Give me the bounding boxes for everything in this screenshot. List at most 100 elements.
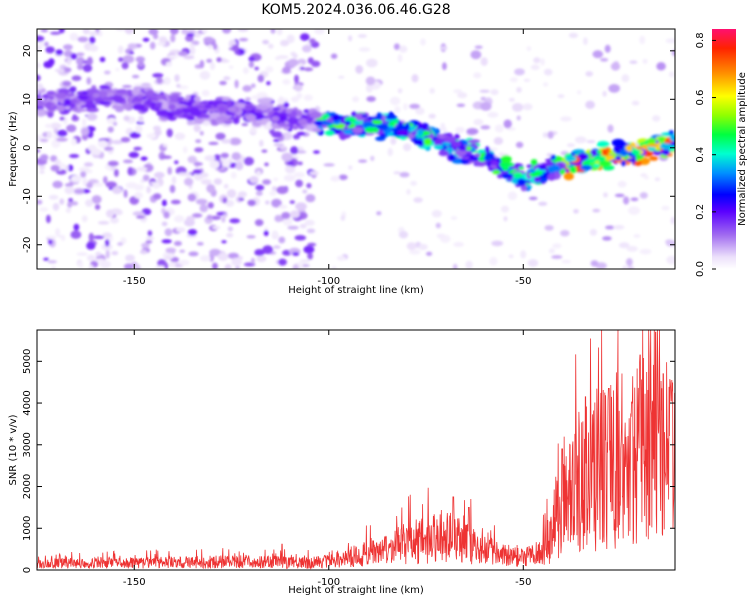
heatmap-cell xyxy=(176,227,186,233)
heatmap-cell xyxy=(62,67,72,73)
heatmap-cell xyxy=(271,186,278,191)
heatmap-cell xyxy=(473,118,484,126)
heatmap-cell xyxy=(206,184,216,193)
heatmap-cell xyxy=(568,32,579,39)
snr-y-tick-label: 5000 xyxy=(22,349,33,374)
heatmap-cell xyxy=(517,178,527,187)
heatmap-cell xyxy=(87,56,93,66)
heatmap-cell xyxy=(367,116,378,120)
heatmap-cell xyxy=(262,179,271,185)
heatmap-cell xyxy=(82,29,90,35)
heatmap-cell xyxy=(276,29,283,36)
heatmap-cell xyxy=(95,251,102,257)
heatmap-cell xyxy=(552,243,562,249)
heatmap-cell xyxy=(163,211,170,219)
heatmap-cell xyxy=(338,174,348,181)
heatmap-cell xyxy=(66,58,71,66)
heatmap-cell xyxy=(361,114,367,118)
heatmap-cell xyxy=(156,76,163,84)
heatmap-cell xyxy=(480,125,491,130)
heatmap-cell xyxy=(399,172,410,178)
heatmap-cell xyxy=(279,112,289,117)
heatmap-cell xyxy=(343,129,353,135)
heatmap-cell xyxy=(273,139,280,143)
heatmap-cell xyxy=(65,165,69,171)
heatmap-cell xyxy=(107,126,114,133)
heatmap-cell xyxy=(70,201,79,206)
heatmap-cell xyxy=(450,216,458,220)
heatmap-cell xyxy=(37,83,44,91)
heatmap-cell xyxy=(332,114,341,122)
heatmap-cell xyxy=(259,105,269,111)
heatmap-cell xyxy=(406,189,411,195)
heatmap-cell xyxy=(626,258,633,267)
heatmap-cell xyxy=(516,87,522,93)
heatmap-cell xyxy=(544,225,554,231)
heatmap-cell xyxy=(86,88,99,94)
heatmap-cell xyxy=(453,242,464,247)
heatmap-cell xyxy=(117,242,123,246)
heatmap-cell xyxy=(223,76,231,81)
heatmap-cell xyxy=(242,85,252,92)
heatmap-cell xyxy=(615,155,622,161)
heatmap-cell xyxy=(111,251,119,256)
spectrogram-x-label: Height of straight line (km) xyxy=(288,285,424,296)
heatmap-cell xyxy=(603,192,608,198)
heatmap-cell xyxy=(220,152,229,159)
heatmap-cell xyxy=(197,172,209,179)
heatmap-cell xyxy=(302,189,308,194)
heatmap-cell xyxy=(50,31,61,35)
heatmap-cell xyxy=(177,97,183,103)
snr-panel: -150 -100 -50 0 1000 2000 3000 4000 5000 Height… xyxy=(8,329,676,596)
colorbar-tick-label: 0.0 xyxy=(695,261,706,277)
heatmap-cell xyxy=(146,186,151,194)
heatmap-cell xyxy=(206,58,213,63)
heatmap-cell xyxy=(68,198,73,203)
heatmap-cell xyxy=(307,242,317,247)
heatmap-cell xyxy=(456,103,466,108)
heatmap-cell xyxy=(469,154,475,161)
heatmap-cell xyxy=(99,260,112,269)
heatmap-cell xyxy=(453,89,463,94)
heatmap-cell xyxy=(195,139,202,144)
heatmap-cell xyxy=(221,216,226,223)
heatmap-cell xyxy=(585,100,595,110)
heatmap-cell xyxy=(64,186,75,195)
heatmap-cell xyxy=(533,57,541,64)
heatmap-cell xyxy=(274,214,283,223)
heatmap-cell xyxy=(187,229,198,236)
heatmap-cell xyxy=(194,147,204,153)
heatmap-cell xyxy=(605,225,615,230)
heatmap-cell xyxy=(59,198,65,205)
heatmap-cell xyxy=(174,74,180,82)
heatmap-cell xyxy=(262,39,269,45)
heatmap-cell xyxy=(279,146,288,151)
heatmap-cell xyxy=(168,103,177,111)
heatmap-cell xyxy=(611,138,625,147)
heatmap-cell xyxy=(145,240,153,244)
heatmap-cell xyxy=(88,232,94,242)
heatmap-cell xyxy=(138,60,144,68)
heatmap-cell xyxy=(579,165,593,171)
heatmap-cell xyxy=(550,154,556,161)
heatmap-cell xyxy=(390,137,397,145)
heatmap-cell xyxy=(146,133,157,139)
heatmap-cell xyxy=(131,88,140,96)
heatmap-cell xyxy=(165,61,173,67)
heatmap-cell xyxy=(146,89,155,96)
heatmap-cell xyxy=(528,196,538,201)
heatmap-cell xyxy=(454,133,460,140)
heatmap-cell xyxy=(51,266,56,269)
heatmap-cell xyxy=(231,44,239,52)
heatmap-cell xyxy=(364,126,377,134)
heatmap-cell xyxy=(43,61,54,69)
heatmap-cell xyxy=(97,221,110,225)
heatmap-cell xyxy=(246,235,256,239)
heatmap-cell xyxy=(593,155,607,162)
heatmap-cell xyxy=(665,38,675,44)
heatmap-cell xyxy=(399,45,408,53)
heatmap-cell xyxy=(39,138,49,143)
colorbar-tick-label: 0.8 xyxy=(695,32,706,48)
heatmap-cell xyxy=(293,171,306,178)
heatmap-cell xyxy=(458,146,467,151)
